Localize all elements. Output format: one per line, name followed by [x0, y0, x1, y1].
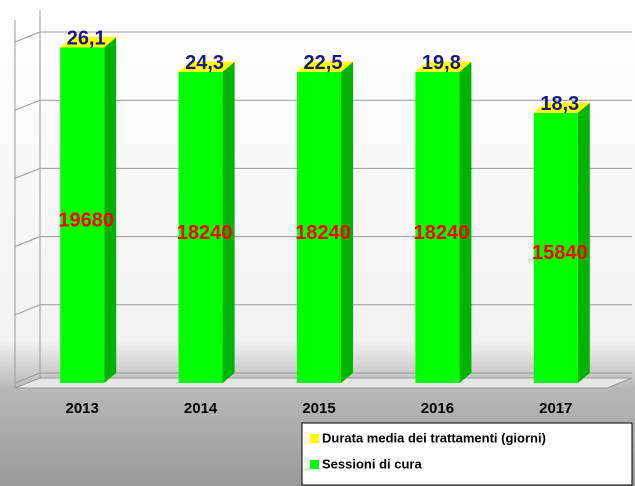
value-label: 26,1 — [67, 27, 106, 49]
bar-side — [577, 102, 590, 113]
bar-side — [577, 102, 590, 383]
value-label: 18240 — [177, 222, 233, 244]
value-label: 15840 — [532, 242, 588, 264]
grid-line-side — [14, 372, 41, 384]
grid-line-side — [14, 167, 41, 179]
x-tick-label: 2014 — [184, 400, 218, 417]
grid-line-side — [14, 304, 41, 316]
legend-swatch — [310, 460, 319, 469]
value-label: 18240 — [414, 222, 470, 244]
bar-side — [341, 62, 353, 384]
bar-side — [104, 37, 117, 48]
bar — [60, 47, 105, 384]
bar — [297, 72, 341, 384]
grid-line-side — [14, 236, 41, 248]
bar — [533, 112, 578, 383]
bar-top — [297, 61, 353, 72]
bar-side — [341, 61, 353, 73]
x-tick-label: 2015 — [302, 400, 335, 417]
legend-box — [301, 422, 633, 486]
value-label: 19680 — [58, 210, 114, 232]
legend-label: Durata media dei trattamenti (giorni) — [322, 430, 546, 445]
bar-top — [415, 61, 472, 72]
value-label: 24,3 — [185, 52, 224, 74]
bar — [178, 72, 223, 384]
bar-side — [459, 61, 472, 73]
bar-side — [222, 62, 235, 384]
value-label: 19,8 — [422, 52, 461, 74]
x-tick-label: 2017 — [539, 400, 572, 417]
legend-swatch — [310, 434, 319, 443]
bar-side — [104, 37, 117, 384]
bar-side — [459, 62, 472, 384]
value-label: 18,3 — [540, 93, 579, 115]
value-label: 18240 — [295, 222, 351, 244]
legend-label: Sessioni di cura — [322, 456, 422, 471]
bar-top — [533, 102, 590, 113]
bar-top — [60, 37, 117, 48]
x-tick-label: 2016 — [421, 400, 454, 417]
bar — [415, 72, 460, 384]
grid-line-side — [14, 99, 41, 111]
grid-line-side — [14, 31, 41, 43]
bar-side — [222, 61, 235, 73]
value-label: 22,5 — [304, 52, 343, 74]
x-tick-label: 2013 — [66, 400, 99, 417]
bar-top — [178, 61, 235, 72]
